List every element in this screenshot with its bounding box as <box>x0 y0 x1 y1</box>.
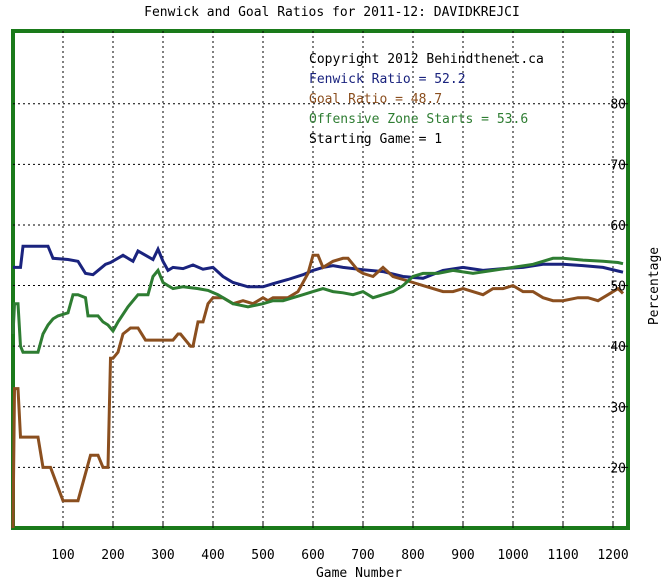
y-tick-label: 50 <box>610 280 626 295</box>
y-tick-label: 70 <box>610 158 626 173</box>
series-line-goal <box>11 253 625 529</box>
x-axis-ticks: 100 200 300 400 500 600 700 800 900 1000 1100 1200 <box>51 522 629 563</box>
annotation-ozs: Offensive Zone Starts = 53.6 <box>309 112 528 127</box>
y-tick-label: 80 <box>610 98 626 113</box>
y-axis-ticks: 20 30 40 50 60 70 80 <box>610 98 628 476</box>
annotation-starting-game: Starting Game = 1 <box>309 132 442 147</box>
data-series <box>11 244 625 529</box>
x-tick-label: 200 <box>101 548 124 563</box>
annotation-fenwick-ratio: Fenwick Ratio = 52.2 <box>309 72 466 87</box>
x-axis-label: Game Number <box>316 566 402 580</box>
x-tick-label: 1000 <box>497 548 528 563</box>
x-tick-label: 500 <box>251 548 274 563</box>
x-tick-label: 900 <box>451 548 474 563</box>
x-tick-label: 100 <box>51 548 74 563</box>
x-tick-label: 700 <box>351 548 374 563</box>
x-tick-label: 1100 <box>547 548 578 563</box>
y-axis-label: Percentage <box>647 247 662 325</box>
y-tick-label: 60 <box>610 219 626 234</box>
chart-title: Fenwick and Goal Ratios for 2011-12: DAV… <box>144 5 520 20</box>
annotation-copyright: Copyright 2012 Behindthenet.ca <box>309 52 544 67</box>
annotation-goal-ratio: Goal Ratio = 48.7 <box>309 92 442 107</box>
series-line-ozs <box>11 256 624 354</box>
y-tick-label: 20 <box>610 461 626 476</box>
annotation-block: Copyright 2012 Behindthenet.ca Fenwick R… <box>309 52 544 147</box>
x-tick-label: 1200 <box>597 548 628 563</box>
x-tick-label: 600 <box>301 548 324 563</box>
x-tick-label: 800 <box>401 548 424 563</box>
y-tick-label: 40 <box>610 340 626 355</box>
x-tick-label: 400 <box>201 548 224 563</box>
plot-frame <box>11 29 630 530</box>
x-tick-label: 300 <box>151 548 174 563</box>
y-tick-label: 30 <box>610 401 626 416</box>
